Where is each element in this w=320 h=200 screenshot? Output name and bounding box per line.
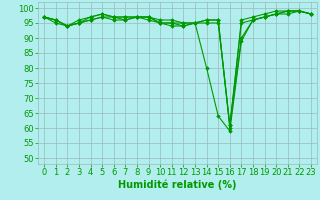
X-axis label: Humidité relative (%): Humidité relative (%) [118,180,237,190]
